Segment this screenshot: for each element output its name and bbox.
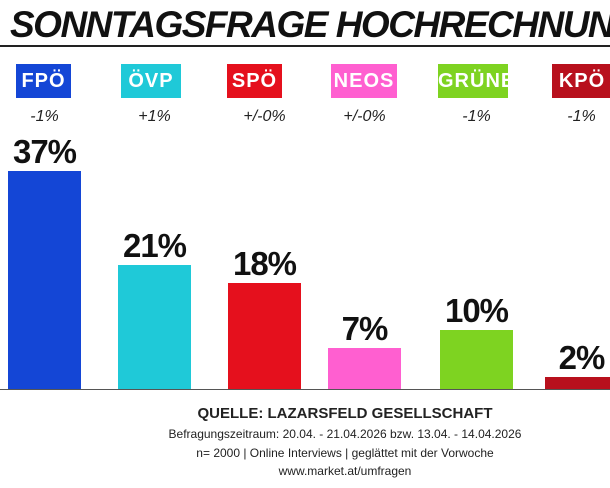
source-label: QUELLE: LAZARSFELD GESELLSCHAFT [197,405,493,422]
change-label-1: +1% [138,108,171,125]
value-label-3: 7% [341,310,389,347]
bar-4 [440,330,513,389]
bar-0 [8,171,81,389]
value-label-1: 21% [122,227,187,264]
value-label-0: 37% [12,133,77,170]
survey-period: Befragungszeitraum: 20.04. - 21.04.2026 … [168,427,522,441]
value-label-2: 18% [232,245,297,282]
change-label-5: -1% [567,108,596,125]
title-rule [0,45,610,47]
change-label-0: -1% [30,108,59,125]
source-url: www.market.at/umfragen [278,464,412,478]
baseline [0,389,610,390]
bar-5 [545,377,610,389]
chart-title: SONNTAGSFRAGE HOCHRECHNUNG [10,4,610,45]
party-badge-4: GRÜNE [438,64,514,98]
value-label-5: 2% [558,339,606,376]
change-label-2: +/-0% [243,108,286,125]
party-badge-2: SPÖ [227,64,282,98]
party-badge-1: ÖVP [121,64,181,98]
value-label-4: 10% [444,292,509,329]
survey-method: n= 2000 | Online Interviews | geglättet … [196,446,494,460]
bar-2 [228,283,301,389]
bar-1 [118,265,191,389]
change-label-4: -1% [462,108,491,125]
party-badge-3: NEOS [331,64,397,98]
party-badge-5: KPÖ [552,64,610,98]
party-badge-0: FPÖ [16,64,71,98]
bar-3 [328,348,401,389]
change-label-3: +/-0% [343,108,386,125]
